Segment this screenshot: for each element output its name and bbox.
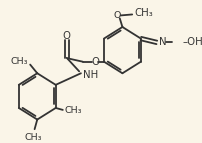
Text: O: O [62,31,70,41]
Text: CH₃: CH₃ [11,57,28,66]
Text: N: N [158,37,165,47]
Text: –OH: –OH [182,37,202,47]
Text: NH: NH [82,70,97,80]
Text: CH₃: CH₃ [64,106,82,115]
Text: O: O [91,57,99,67]
Text: CH₃: CH₃ [134,8,153,18]
Text: CH₃: CH₃ [24,133,41,142]
Text: O: O [113,11,120,20]
